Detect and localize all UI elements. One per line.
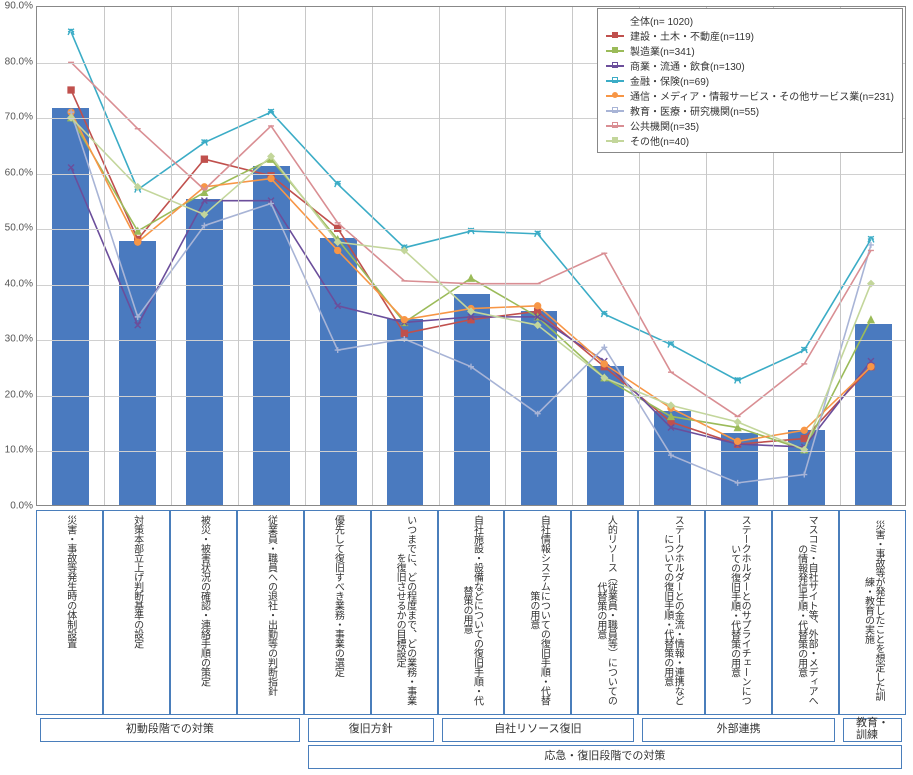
series-marker (135, 322, 141, 328)
legend-item: 公共機関(n=35) (606, 118, 894, 133)
x-label: 優先して復旧すべき業務・事業の選定 (332, 515, 343, 677)
chart-root: 全体(n= 1020)建設・土木・不動産(n=119)製造業(n=341)商業・… (0, 0, 913, 775)
x-label-cell: 対策本部立上げ判断基準の設定 (103, 510, 170, 715)
category-separator (572, 7, 573, 505)
legend-item: 製造業(n=341) (606, 43, 894, 58)
legend-item: 通信・メディア・情報サービス・その他サービス業(n=231) (606, 88, 894, 103)
category-separator (238, 7, 239, 505)
x-label: 災害・事故等発生時の体制設置 (64, 515, 75, 648)
series-marker (801, 436, 807, 442)
series-marker (468, 275, 474, 281)
x-label-cell: 災害・事故等発生時の体制設置 (36, 510, 103, 715)
legend-label: 金融・保険(n=69) (630, 73, 709, 88)
series-marker (735, 419, 741, 425)
y-tick-label: 30.0% (0, 334, 33, 345)
series-marker (868, 364, 874, 370)
series-marker (601, 361, 607, 367)
series-marker (335, 347, 341, 353)
x-label: 対策本部立上げ判断基準の設定 (131, 515, 142, 648)
x-axis-labels: 災害・事故等発生時の体制設置 対策本部立上げ判断基準の設定 被災・被害状況の確認・連… (36, 510, 906, 710)
x-label-cell: ステークホルダーとの金流・情報・連携などについての復旧手順・代替策の用意 (638, 510, 705, 715)
y-tick-label: 80.0% (0, 56, 33, 67)
series-marker (335, 247, 341, 253)
legend-label: 商業・流通・飲食(n=130) (630, 58, 745, 73)
x-label: 従業員・職員への退社・出勤等の判断指針 (265, 515, 276, 696)
x-label: 人的リソース（従業員・職員等）についての代替策の用意 (594, 515, 615, 705)
legend: 全体(n= 1020)建設・土木・不動産(n=119)製造業(n=341)商業・… (597, 8, 903, 153)
gridline (37, 396, 905, 397)
legend-label: 公共機関(n=35) (630, 118, 699, 133)
legend-item: 教育・医療・研究機関(n=55) (606, 103, 894, 118)
y-tick-label: 60.0% (0, 167, 33, 178)
series-marker (735, 480, 741, 486)
y-tick-label: 20.0% (0, 389, 33, 400)
x-label-cell: 自社施設・設備などについての復旧手順・代替策の用意 (438, 510, 505, 715)
category-group-box: 応急・復旧段階での対策 (308, 745, 902, 769)
series-marker (401, 330, 407, 336)
legend-label: 製造業(n=341) (630, 43, 695, 58)
gridline (37, 229, 905, 230)
y-tick-label: 0.0% (0, 501, 33, 512)
legend-label: 通信・メディア・情報サービス・その他サービス業(n=231) (630, 88, 894, 103)
series-marker (68, 164, 74, 170)
series-marker (735, 438, 741, 444)
category-separator (505, 7, 506, 505)
category-group-box: 復旧方針 (308, 718, 434, 742)
x-label: 災害・事故等が発生したことを想定した訓練・教育の実施 (862, 515, 883, 705)
x-label-cell: マスコミ・自社サイト等、外部・メディアへの情報発信手順・代替策の用意 (772, 510, 839, 715)
series-marker (201, 156, 207, 162)
category-group-box: 教育・ 訓練 (843, 718, 902, 742)
x-label-cell: 被災・被害状況の確認・連絡手順の策定 (170, 510, 237, 715)
legend-item: 建設・土木・不動産(n=119) (606, 28, 894, 43)
legend-item: その他(n=40) (606, 133, 894, 148)
category-separator (305, 7, 306, 505)
x-label-cell: 従業員・職員への退社・出勤等の判断指針 (237, 510, 304, 715)
legend-label: その他(n=40) (630, 133, 689, 148)
series-marker (68, 87, 74, 93)
category-group-box: 外部連携 (642, 718, 835, 742)
x-label: 被災・被害状況の確認・連絡手順の策定 (198, 515, 209, 686)
x-label-cell: 人的リソース（従業員・職員等）についての代替策の用意 (571, 510, 638, 715)
legend-label: 教育・医療・研究機関(n=55) (630, 103, 759, 118)
x-label-cell: ステークホルダーとのサプライチェーンについての復旧手順・代替策の用意 (705, 510, 772, 715)
series-marker (401, 317, 407, 323)
legend-label: 建設・土木・不動産(n=119) (630, 28, 754, 43)
series-marker (868, 317, 874, 323)
y-tick-label: 70.0% (0, 112, 33, 123)
legend-item: 全体(n= 1020) (606, 13, 894, 28)
legend-item: 金融・保険(n=69) (606, 73, 894, 88)
x-label-cell: いつまでに、どの程度まで、どの業務・事業を復旧させるかの目標設定 (371, 510, 438, 715)
series-marker (535, 303, 541, 309)
legend-label: 全体(n= 1020) (630, 13, 693, 28)
gridline (37, 174, 905, 175)
series-marker (801, 427, 807, 433)
x-label: マスコミ・自社サイト等、外部・メディアへの情報発信手順・代替策の用意 (795, 515, 816, 705)
x-label: 自社施設・設備などについての復旧手順・代替策の用意 (460, 515, 481, 705)
category-group-box: 初動段階での対策 (40, 718, 300, 742)
y-tick-label: 90.0% (0, 1, 33, 12)
x-label: 自社情報システムについての復旧手順・代替策の用意 (527, 515, 548, 705)
category-separator (171, 7, 172, 505)
gridline (37, 285, 905, 286)
y-tick-label: 10.0% (0, 445, 33, 456)
x-label: ステークホルダーとのサプライチェーンについての復旧手順・代替策の用意 (728, 515, 749, 705)
x-label-cell: 災害・事故等が発生したことを想定した訓練・教育の実施 (839, 510, 906, 715)
x-label-cell: 自社情報システムについての復旧手順・代替策の用意 (504, 510, 571, 715)
series-marker (801, 472, 807, 478)
x-label-cell: 優先して復旧すべき業務・事業の選定 (304, 510, 371, 715)
x-label: いつまでに、どの程度まで、どの業務・事業を復旧させるかの目標設定 (394, 515, 415, 705)
category-separator (372, 7, 373, 505)
category-separator (104, 7, 105, 505)
y-tick-label: 40.0% (0, 278, 33, 289)
series-marker (268, 176, 274, 182)
category-group-box: 自社リソース復旧 (442, 718, 635, 742)
series-marker (135, 239, 141, 245)
x-label: ステークホルダーとの金流・情報・連携などについての復旧手順・代替策の用意 (661, 515, 682, 705)
category-separator (439, 7, 440, 505)
legend-item: 商業・流通・飲食(n=130) (606, 58, 894, 73)
gridline (37, 340, 905, 341)
y-tick-label: 50.0% (0, 223, 33, 234)
gridline (37, 451, 905, 452)
